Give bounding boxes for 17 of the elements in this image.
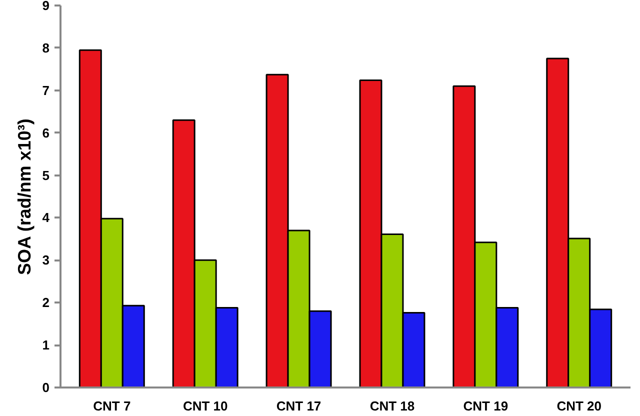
- x-tick-label: CNT 18: [370, 398, 415, 414]
- y-tick-label: 7: [42, 82, 50, 98]
- x-tick-label: CNT 19: [463, 398, 508, 414]
- y-axis-title: SOA (rad/nm x10³): [14, 118, 34, 276]
- x-tick-label: CNT 10: [182, 398, 228, 414]
- y-tick-label: 0: [42, 380, 50, 395]
- y-tick-label: 4: [42, 210, 50, 226]
- y-tick-label: 8: [42, 40, 50, 56]
- y-tick-label: 6: [42, 125, 50, 140]
- x-tick-label: CNT 7: [93, 398, 131, 414]
- x-tick-label: CNT 17: [276, 398, 322, 414]
- y-tick-label: 5: [42, 168, 50, 183]
- y-tick-label: 1: [42, 338, 50, 353]
- y-tick-label: 9: [42, 0, 50, 13]
- y-tick-label: 3: [42, 252, 50, 268]
- y-tick-label: 2: [42, 295, 50, 310]
- x-tick-label: CNT 20: [556, 398, 602, 414]
